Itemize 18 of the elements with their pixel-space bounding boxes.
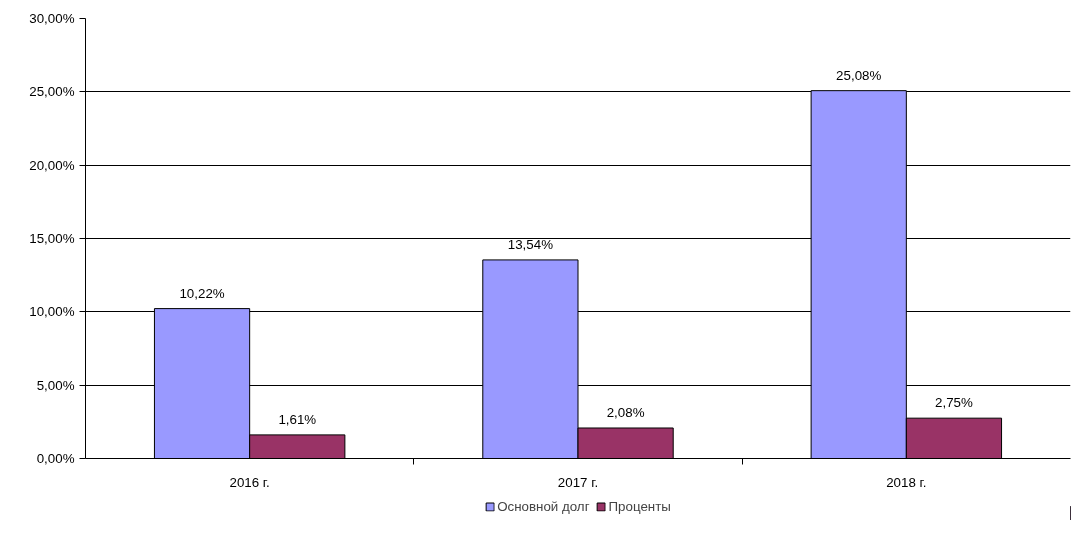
data-label: 10,22% <box>179 285 225 301</box>
y-tick-label: 15,00% <box>29 231 75 246</box>
y-tick-label: 10,00% <box>29 304 75 320</box>
data-label: 25,08% <box>836 67 882 83</box>
data-label: 13,54% <box>507 236 554 252</box>
y-tick-label: 25,00% <box>29 84 75 100</box>
data-label: 2,75% <box>935 395 973 411</box>
legend-label: Основной долг <box>497 498 590 514</box>
x-tick-label: 2018 г. <box>886 474 927 490</box>
data-label: 1,61% <box>278 411 317 427</box>
legend-label: Проценты <box>608 498 671 514</box>
x-tick-label: 2016 г. <box>229 474 270 490</box>
y-tick-label: 0,00% <box>36 451 75 466</box>
x-tick-label: 2017 г. <box>557 474 599 490</box>
y-tick-label: 20,00% <box>29 157 75 173</box>
y-tick-label: 5,00% <box>36 377 75 393</box>
data-label: 2,08% <box>606 404 645 420</box>
y-tick-label: 30,00% <box>29 11 75 26</box>
